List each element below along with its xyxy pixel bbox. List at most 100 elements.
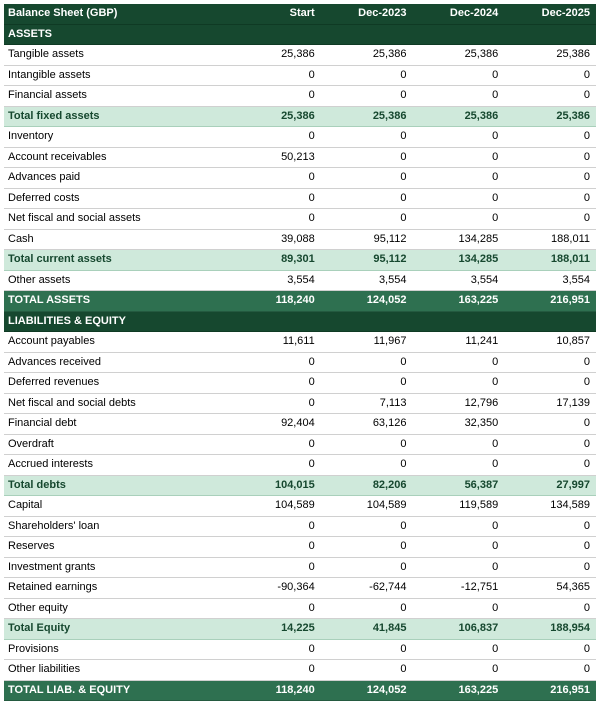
cell-value: 163,225	[412, 680, 504, 701]
cell-value: -12,751	[412, 578, 504, 599]
cell-value: 0	[504, 373, 596, 394]
row-label: Deferred revenues	[4, 373, 229, 394]
cell-value: 25,386	[229, 45, 321, 66]
cell-value: 0	[321, 127, 413, 148]
row-label: Other equity	[4, 598, 229, 619]
cell-value: 0	[229, 86, 321, 107]
cell-value: 0	[321, 639, 413, 660]
table-body: ASSETSTangible assets25,38625,38625,3862…	[4, 24, 596, 701]
subtotal-row: Total debts104,01582,20656,38727,997	[4, 475, 596, 496]
cell-value: 118,240	[229, 680, 321, 701]
cell-value: 134,589	[504, 496, 596, 517]
cell-value: 41,845	[321, 619, 413, 640]
cell-value: 0	[321, 147, 413, 168]
row-label: Advances received	[4, 352, 229, 373]
cell-value: 0	[229, 455, 321, 476]
cell-value: 104,589	[321, 496, 413, 517]
cell-value: 3,554	[504, 270, 596, 291]
cell-value: 17,139	[504, 393, 596, 414]
cell-value: 0	[412, 209, 504, 230]
cell-value: 0	[229, 352, 321, 373]
table-row: Account receivables50,213000	[4, 147, 596, 168]
cell-value: 0	[321, 557, 413, 578]
cell-value: 0	[321, 168, 413, 189]
cell-value: 0	[321, 65, 413, 86]
cell-value: 124,052	[321, 291, 413, 312]
table-row: Reserves0000	[4, 537, 596, 558]
table-row: Net fiscal and social debts07,11312,7961…	[4, 393, 596, 414]
col-header-title: Balance Sheet (GBP)	[4, 4, 229, 24]
row-label: Shareholders' loan	[4, 516, 229, 537]
col-header-period: Dec-2025	[504, 4, 596, 24]
table-row: Other assets3,5543,5543,5543,554	[4, 270, 596, 291]
cell-value: 0	[504, 188, 596, 209]
row-label: Total debts	[4, 475, 229, 496]
row-label: Account payables	[4, 332, 229, 353]
row-label: Financial assets	[4, 86, 229, 107]
cell-value: 25,386	[412, 106, 504, 127]
cell-value: 0	[229, 209, 321, 230]
row-label: Total fixed assets	[4, 106, 229, 127]
cell-value: 0	[504, 352, 596, 373]
cell-value: 0	[412, 516, 504, 537]
table-row: Provisions0000	[4, 639, 596, 660]
cell-value: 25,386	[504, 45, 596, 66]
table-row: Other equity0000	[4, 598, 596, 619]
column-header-row: Balance Sheet (GBP) Start Dec-2023 Dec-2…	[4, 4, 596, 24]
cell-value: 10,857	[504, 332, 596, 353]
section-label: ASSETS	[4, 24, 596, 45]
table-row: Other liabilities0000	[4, 660, 596, 681]
cell-value: 63,126	[321, 414, 413, 435]
row-label: Financial debt	[4, 414, 229, 435]
cell-value: 0	[229, 393, 321, 414]
cell-value: 11,611	[229, 332, 321, 353]
cell-value: 3,554	[412, 270, 504, 291]
cell-value: 25,386	[229, 106, 321, 127]
cell-value: 0	[321, 598, 413, 619]
cell-value: -90,364	[229, 578, 321, 599]
table-row: Cash39,08895,112134,285188,011	[4, 229, 596, 250]
cell-value: 104,015	[229, 475, 321, 496]
subtotal-row: Total fixed assets25,38625,38625,38625,3…	[4, 106, 596, 127]
cell-value: 14,225	[229, 619, 321, 640]
cell-value: 0	[412, 660, 504, 681]
section-label: LIABILITIES & EQUITY	[4, 311, 596, 332]
row-label: Account receivables	[4, 147, 229, 168]
table-row: Investment grants0000	[4, 557, 596, 578]
col-header-period: Start	[229, 4, 321, 24]
cell-value: 0	[412, 86, 504, 107]
cell-value: 82,206	[321, 475, 413, 496]
cell-value: 163,225	[412, 291, 504, 312]
grand-total-row: TOTAL ASSETS118,240124,052163,225216,951	[4, 291, 596, 312]
cell-value: 0	[229, 557, 321, 578]
cell-value: 0	[504, 516, 596, 537]
cell-value: 0	[229, 127, 321, 148]
row-label: Advances paid	[4, 168, 229, 189]
table-row: Advances received0000	[4, 352, 596, 373]
cell-value: 0	[412, 352, 504, 373]
row-label: TOTAL LIAB. & EQUITY	[4, 680, 229, 701]
subtotal-row: Total Equity14,22541,845106,837188,954	[4, 619, 596, 640]
cell-value: 104,589	[229, 496, 321, 517]
cell-value: 0	[504, 168, 596, 189]
cell-value: 0	[229, 188, 321, 209]
cell-value: 0	[504, 639, 596, 660]
cell-value: 0	[412, 557, 504, 578]
table-row: Accrued interests0000	[4, 455, 596, 476]
subtotal-row: Total current assets89,30195,112134,2851…	[4, 250, 596, 271]
table-row: Deferred revenues0000	[4, 373, 596, 394]
row-label: Accrued interests	[4, 455, 229, 476]
cell-value: 188,011	[504, 229, 596, 250]
row-label: Overdraft	[4, 434, 229, 455]
row-label: Provisions	[4, 639, 229, 660]
cell-value: 134,285	[412, 250, 504, 271]
cell-value: 95,112	[321, 250, 413, 271]
table-row: Deferred costs0000	[4, 188, 596, 209]
table-row: Financial assets0000	[4, 86, 596, 107]
table-row: Retained earnings-90,364-62,744-12,75154…	[4, 578, 596, 599]
cell-value: 0	[412, 373, 504, 394]
cell-value: 0	[412, 65, 504, 86]
row-label: Investment grants	[4, 557, 229, 578]
row-label: Capital	[4, 496, 229, 517]
cell-value: 50,213	[229, 147, 321, 168]
